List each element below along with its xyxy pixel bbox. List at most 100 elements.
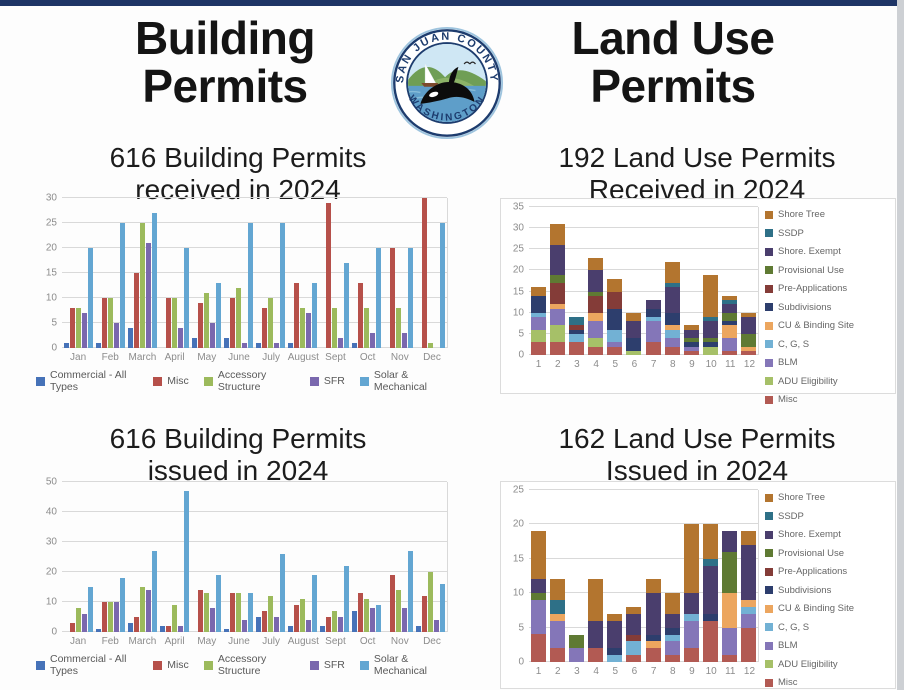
- bar: [408, 248, 414, 348]
- x-tick-label: June: [228, 352, 250, 363]
- stack-segment: [626, 312, 642, 322]
- legend-label: BLM: [778, 640, 798, 651]
- x-tick-label: 7: [650, 666, 657, 677]
- bar: [370, 608, 376, 632]
- legend-swatch: [765, 660, 773, 668]
- legend-swatch: [765, 493, 773, 502]
- legend-label: C, G, S: [778, 621, 810, 633]
- bar: [165, 298, 171, 348]
- stack: [607, 207, 623, 355]
- gridline: [529, 661, 758, 662]
- legend-label: Provisional Use: [778, 264, 844, 276]
- gridline: [62, 322, 447, 323]
- stack-segment: [626, 613, 642, 635]
- stack: [645, 490, 661, 662]
- stack-segment: [664, 312, 680, 326]
- legend-item: SFR: [309, 659, 345, 671]
- stack: [721, 207, 737, 355]
- gridline: [62, 511, 447, 512]
- legend-label: C, G, S: [778, 338, 810, 350]
- x-tick-label: May: [197, 352, 217, 363]
- page-title-line: Building: [135, 12, 315, 64]
- stack-segment: [588, 270, 604, 292]
- stack: [531, 490, 547, 662]
- bar: [352, 611, 358, 632]
- y-tick-label: 0: [51, 626, 57, 638]
- legend-label: Misc: [778, 394, 798, 405]
- bar-group: [739, 207, 758, 355]
- gridline: [529, 227, 758, 229]
- stack-segment: [683, 524, 699, 594]
- legend-swatch: [765, 604, 773, 613]
- chart-legend: Shore Tree SSDP Shore. Exempt Provisional U…: [759, 207, 893, 405]
- bar: [69, 623, 75, 632]
- bar-group: [94, 482, 126, 632]
- bar: [229, 593, 235, 632]
- stack: [702, 207, 718, 355]
- y-tick-label: 15: [512, 553, 524, 565]
- bar: [402, 608, 408, 632]
- bar: [95, 629, 101, 632]
- bar: [197, 303, 203, 348]
- bar-group: [586, 207, 605, 355]
- x-axis: Jan Feb March April May June July August Sept Oct…: [62, 348, 448, 366]
- x-tick-label: 5: [612, 666, 619, 677]
- stack-segment: [550, 620, 566, 649]
- bar-group: [158, 482, 190, 632]
- legend-item: Commercial - All Types: [36, 369, 138, 393]
- stack-segment: [588, 312, 604, 322]
- stack-segment: [702, 346, 718, 355]
- gridline: [529, 332, 758, 334]
- stack-segment: [588, 257, 604, 271]
- legend-swatch: [765, 229, 773, 237]
- bar: [119, 223, 125, 348]
- legend-swatch: [765, 678, 773, 687]
- chart-title-line: 192 Land Use Permits: [558, 142, 836, 173]
- bar: [332, 308, 338, 348]
- legend-item: Shore Tree: [765, 209, 893, 220]
- legend-swatch: [765, 377, 773, 385]
- bar: [344, 263, 350, 348]
- stack-segment: [588, 321, 604, 339]
- bar-group: [586, 490, 605, 662]
- chart-building-permits-issued: 0 10 20 30 40 50 Jan Feb March April May June July A…: [36, 477, 448, 688]
- bar: [428, 343, 434, 348]
- stack: [740, 490, 756, 662]
- bar: [294, 605, 300, 632]
- chart-title-building-received: 616 Building Permits received in 2024: [26, 142, 450, 207]
- bar-group: [190, 482, 222, 632]
- gridline: [529, 557, 758, 559]
- legend-label: BLM: [778, 357, 798, 368]
- bar: [223, 629, 229, 632]
- x-tick-label: 6: [631, 666, 638, 677]
- bar: [87, 587, 93, 632]
- stack-segment: [664, 641, 680, 656]
- bar: [171, 605, 177, 632]
- x-tick-label: Nov: [390, 636, 409, 647]
- x-tick-label: 12: [743, 666, 756, 677]
- x-tick-label: May: [197, 636, 217, 647]
- stack-segment: [645, 316, 661, 322]
- stack-segment: [683, 329, 699, 339]
- bar-group: [529, 207, 548, 355]
- legend-item: Pre-Applications: [765, 283, 893, 294]
- legend-item: Shore. Exempt: [765, 246, 893, 257]
- legend-item: Subdivisions: [765, 585, 893, 596]
- x-tick-label: Sept: [325, 352, 346, 363]
- stack-segment: [721, 338, 737, 351]
- x-tick-label: 5: [612, 359, 619, 370]
- legend-label: Commercial - All Types: [50, 653, 127, 677]
- stack-segment: [607, 342, 623, 347]
- x-tick-label: Jan: [70, 352, 87, 363]
- x-tick-label: 4: [593, 359, 599, 370]
- legend-swatch: [36, 376, 45, 386]
- y-tick-label: 5: [518, 622, 524, 634]
- chart-title-landuse-issued: 162 Land Use Permits Issued in 2024: [498, 423, 896, 488]
- stack-segment: [531, 287, 547, 296]
- bar: [338, 617, 344, 632]
- stack-segment: [683, 620, 699, 649]
- legend-swatch: [36, 660, 45, 670]
- legend-label: Shore Tree: [778, 209, 825, 220]
- bar: [229, 298, 235, 348]
- x-tick-label: April: [164, 352, 185, 363]
